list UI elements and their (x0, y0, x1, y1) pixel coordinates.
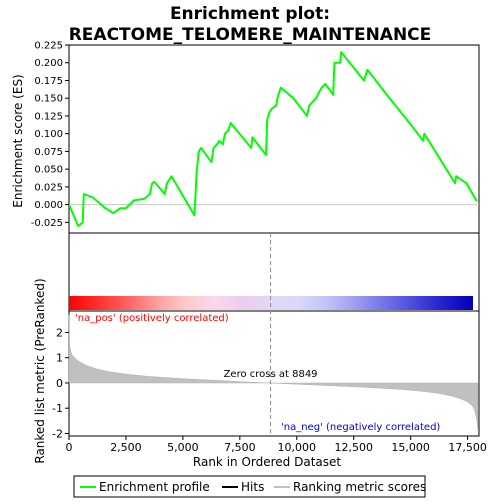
rank-x-tick-label: 5,000 (167, 441, 199, 454)
es-y-tick-label: 0.000 (34, 200, 63, 211)
es-y-tick-label: 0.125 (34, 111, 63, 122)
legend-label-enrichment-profile: Enrichment profile (99, 480, 210, 494)
rank-x-tick-label: 7,500 (224, 441, 256, 454)
legend-box (73, 475, 426, 498)
es-y-tick-label: 0.100 (34, 129, 63, 140)
rank-y-tick-label: -1 (52, 402, 63, 415)
rank-x-tick-label: 17,500 (448, 441, 487, 454)
rank-x-tick-label: 10,000 (278, 441, 317, 454)
rank-y-tick-label: 1 (56, 352, 63, 365)
legend-label-hits: Hits (241, 480, 264, 494)
chart-title-line1: Enrichment plot: (170, 4, 330, 24)
rank-x-tick-label: 0 (66, 441, 73, 454)
rank-x-axis: 0 2,500 5,000 7,500 10,000 12,500 15,000 17,500 (66, 436, 487, 454)
rank-x-axis-label: Rank in Ordered Dataset (193, 455, 341, 469)
rank-y-tick-label: 0 (56, 377, 63, 390)
legend-label-ranking-metric: Ranking metric scores (293, 480, 426, 494)
rank-x-tick-label: 15,000 (391, 441, 430, 454)
es-panel-frame (68, 44, 480, 234)
es-y-tick-label: 0.225 (34, 41, 63, 52)
es-y-tick-label: 0.075 (34, 147, 63, 158)
rank-y-axis: -2 -1 0 1 2 (52, 326, 69, 440)
es-y-tick-label: 0.200 (34, 58, 63, 69)
es-y-tick-label: 0.025 (34, 182, 63, 193)
zero-cross-label: Zero cross at 8849 (224, 369, 318, 380)
rank-y-axis-label: Ranked list metric (PreRanked) (33, 278, 47, 463)
ranking-metric-area (68, 314, 479, 430)
rank-x-tick-label: 12,500 (334, 441, 373, 454)
es-y-axis: -0.025 0.000 0.025 0.050 0.075 0.100 0.125 0.15… (31, 41, 69, 229)
enrichment-profile-line (69, 51, 478, 227)
rank-panel-frame (68, 310, 480, 437)
es-y-tick-label: 0.150 (34, 94, 63, 105)
chart-title-line2: REACTOME_TELOMERE_MAINTENANCE (69, 25, 432, 45)
es-y-axis-label: Enrichment score (ES) (11, 74, 25, 207)
rank-x-tick-label: 2,500 (110, 441, 142, 454)
es-y-tick-label: 0.050 (34, 165, 63, 176)
negative-correlation-label: 'na_neg' (negatively correlated) (281, 422, 440, 433)
es-y-tick-label: -0.025 (31, 218, 63, 229)
positive-correlation-label: 'na_pos' (positively correlated) (75, 313, 229, 324)
rank-y-tick-label: 2 (56, 326, 63, 339)
es-y-tick-label: 0.175 (34, 76, 63, 87)
rank-y-tick-label: -2 (52, 427, 63, 440)
